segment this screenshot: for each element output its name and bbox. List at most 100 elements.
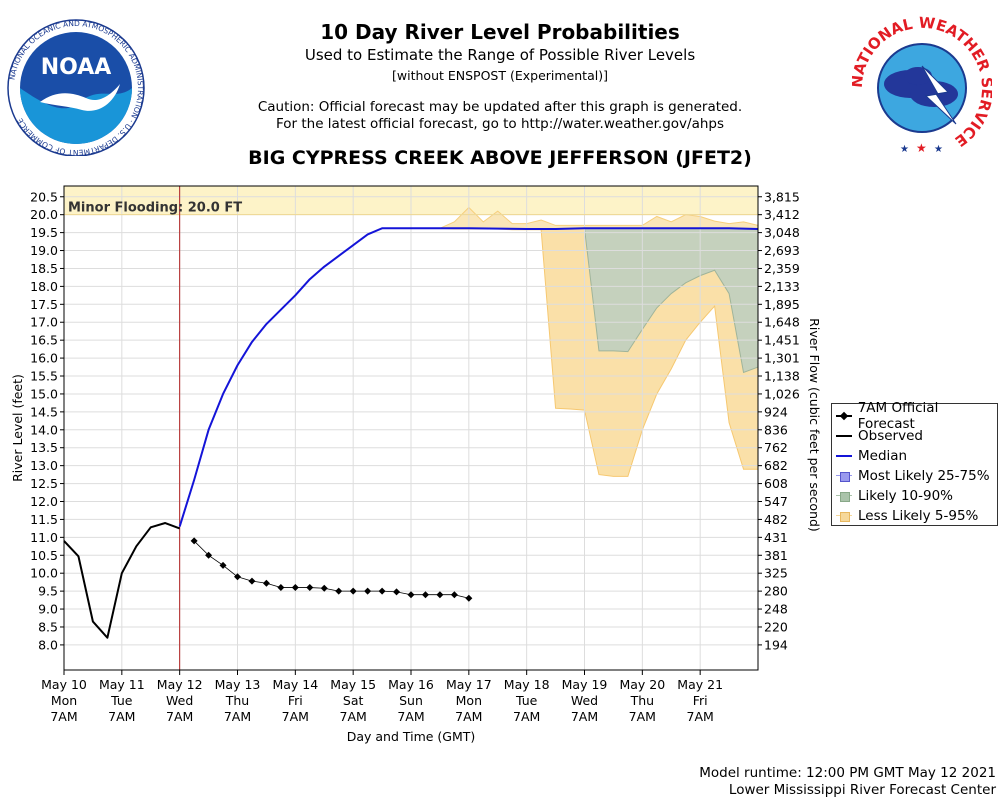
forecast-point <box>450 591 458 599</box>
x-tick-label: May 19 <box>562 677 608 692</box>
y-tick-label: 13.0 <box>30 458 58 473</box>
flow-tick-label: 547 <box>764 494 788 509</box>
x-tick-label: Fri <box>288 693 303 708</box>
x-tick-label: 7AM <box>108 709 135 724</box>
chart-title: 10 Day River Level Probabilities <box>320 20 680 44</box>
y-tick-label: 16.5 <box>30 333 58 348</box>
flow-tick-label: 248 <box>764 602 788 617</box>
forecast-point <box>465 594 473 602</box>
x-tick-label: May 14 <box>272 677 318 692</box>
x-tick-label: May 11 <box>99 677 145 692</box>
flow-tick-label: 280 <box>764 584 788 599</box>
y-tick-label: 14.5 <box>30 404 58 419</box>
star-icon: ★ <box>900 144 909 155</box>
star-icon: ★ <box>916 141 927 155</box>
x-tick-label: 7AM <box>340 709 367 724</box>
x-tick-label: 7AM <box>282 709 309 724</box>
caution-line-1: Caution: Official forecast may be update… <box>257 99 743 115</box>
y-tick-label: 9.0 <box>38 602 58 617</box>
y-tick-label: 11.5 <box>30 512 58 527</box>
flow-tick-label: 1,648 <box>764 315 800 330</box>
forecast-point <box>335 587 343 595</box>
chart-subtitle: Used to Estimate the Range of Possible R… <box>304 46 696 64</box>
x-tick-label: Fri <box>693 693 708 708</box>
flow-tick-label: 2,693 <box>764 243 800 258</box>
flow-tick-label: 1,026 <box>764 386 800 401</box>
x-tick-label: Wed <box>571 693 598 708</box>
model-runtime: Model runtime: 12:00 PM GMT May 12 2021 <box>699 765 996 781</box>
y-tick-label: 15.5 <box>30 369 58 384</box>
flow-tick-label: 762 <box>764 440 788 455</box>
forecast-point <box>320 584 328 592</box>
x-tick-label: Mon <box>456 693 482 708</box>
y-tick-label: 12.0 <box>30 494 58 509</box>
y-tick-label: 13.5 <box>30 440 58 455</box>
forecast-point <box>436 591 444 599</box>
forecast-point <box>277 584 285 592</box>
forecast-point <box>291 584 299 592</box>
caution-line-2: For the latest official forecast, go to … <box>275 116 725 132</box>
y-tick-label: 18.0 <box>30 279 58 294</box>
forecast-point <box>205 551 213 559</box>
x-tick-label: Sun <box>399 693 423 708</box>
y-axis-title: River Level (feet) <box>10 374 25 482</box>
x-tick-label: 7AM <box>455 709 482 724</box>
x-tick-label: May 15 <box>330 677 376 692</box>
x-tick-label: 7AM <box>224 709 251 724</box>
x-axis-title: Day and Time (GMT) <box>347 729 476 744</box>
flow-tick-label: 1,895 <box>764 297 800 312</box>
legend-label: 7AM Official Forecast <box>857 400 939 432</box>
legend-label: Median <box>858 448 908 464</box>
legend-item-10-90: Likely 10-90% <box>836 486 953 506</box>
x-tick-label: 7AM <box>166 709 193 724</box>
x-tick-label: Tue <box>110 693 133 708</box>
forecast-point <box>219 561 227 569</box>
forecast-point <box>421 591 429 599</box>
x-tick-label: May 20 <box>619 677 665 692</box>
forecast-point <box>262 579 270 587</box>
legend-item-forecast: 7AM Official Forecast <box>836 400 997 432</box>
y-tick-label: 11.0 <box>30 530 58 545</box>
legend-item-median: Median <box>836 446 907 466</box>
flow-tick-label: 924 <box>764 404 788 419</box>
forecast-point <box>364 587 372 595</box>
x-tick-label: 7AM <box>397 709 424 724</box>
x-tick-label: May 17 <box>446 677 492 692</box>
x-tick-label: May 13 <box>215 677 261 692</box>
flow-tick-label: 325 <box>764 566 788 581</box>
y-tick-label: 17.0 <box>30 315 58 330</box>
flow-tick-label: 3,815 <box>764 189 800 204</box>
plot-frame <box>63 185 759 671</box>
y-tick-label: 12.5 <box>30 476 58 491</box>
y2-axis-title: River Flow (cubic feet per second) <box>807 318 822 532</box>
flow-tick-label: 1,451 <box>764 333 800 348</box>
flow-tick-label: 194 <box>764 637 788 652</box>
flow-tick-label: 1,138 <box>764 369 800 384</box>
x-tick-label: Thu <box>225 693 249 708</box>
noaa-logo: NATIONAL OCEANIC AND ATMOSPHERIC ADMINIS… <box>7 19 145 156</box>
x-tick-label: 7AM <box>629 709 656 724</box>
legend-label: Likely 10-90% <box>858 488 954 504</box>
y-tick-label: 19.5 <box>30 225 58 240</box>
legend-label: Observed <box>858 428 923 444</box>
median-line <box>178 227 759 527</box>
chart-subtitle-experimental: [without ENSPOST (Experimental)] <box>392 68 608 83</box>
x-tick-label: 7AM <box>513 709 540 724</box>
forecast-point <box>407 591 415 599</box>
x-tick-label: May 18 <box>504 677 550 692</box>
flood-label: Minor Flooding: 20.0 FT <box>68 201 242 216</box>
noaa-logo-text: NOAA <box>41 55 112 80</box>
flow-tick-label: 381 <box>764 548 788 563</box>
forecast-point <box>234 573 241 581</box>
x-tick-label: 7AM <box>571 709 598 724</box>
y-tick-label: 8.0 <box>38 637 58 652</box>
x-tick-label: Thu <box>630 693 654 708</box>
y-tick-label: 20.5 <box>30 189 58 204</box>
legend-label: Most Likely 25-75% <box>858 468 990 484</box>
flow-tick-label: 836 <box>764 422 788 437</box>
forecast-point <box>393 588 401 596</box>
y-tick-label: 19.0 <box>30 243 58 258</box>
flow-tick-label: 3,048 <box>764 225 800 240</box>
flow-tick-label: 2,133 <box>764 279 800 294</box>
forecast-center: Lower Mississippi River Forecast Center <box>728 782 996 798</box>
